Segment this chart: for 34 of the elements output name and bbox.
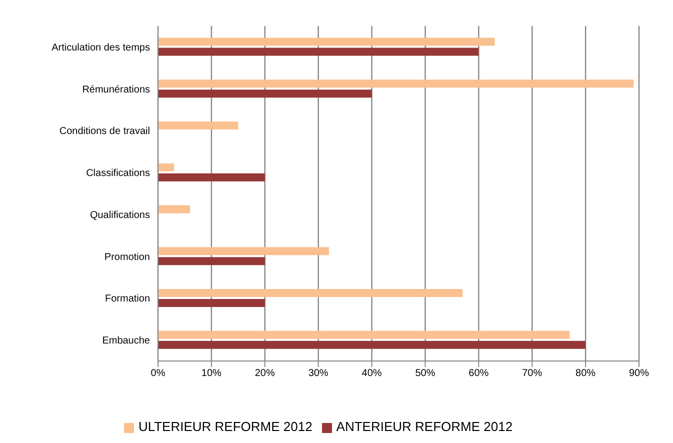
x-tick-label: 60% [468,368,489,380]
x-tick-label: 70% [522,368,542,380]
y-tick-label: Formation [104,294,150,305]
bar [158,80,634,88]
y-tick-label: Rémunérations [82,84,150,96]
x-tick-label: 20% [254,368,276,380]
legend-label: ANTERIEUR REFORME 2012 [336,419,513,434]
bar [158,48,479,56]
bar [158,121,238,130]
bar [158,90,372,98]
bar [158,257,265,266]
bar [158,173,265,182]
bar [158,330,570,339]
bar [158,205,190,214]
x-tick-label: 50% [415,368,436,380]
y-tick-label: Qualifications [90,210,150,221]
y-tick-label: Embauche [102,336,150,347]
bar [158,163,174,172]
y-tick-label: Conditions de travail [59,126,150,138]
y-tick-label: Articulation des temps [52,42,150,54]
x-tick-label: 40% [362,368,382,380]
bar [158,298,265,307]
y-tick-label: Promotion [104,252,150,263]
bar [158,247,330,256]
x-tick-label: 10% [201,368,222,380]
x-tick-label: 0% [150,368,166,380]
legend-label: ULTERIEUR REFORME 2012 [138,419,312,434]
x-tick-label: 30% [308,368,328,380]
x-tick-label: 90% [628,368,650,380]
bar [158,38,495,46]
bar [158,288,463,297]
bar [158,340,586,349]
y-tick-label: Classifications [86,168,150,180]
x-tick-label: 80% [576,368,596,380]
